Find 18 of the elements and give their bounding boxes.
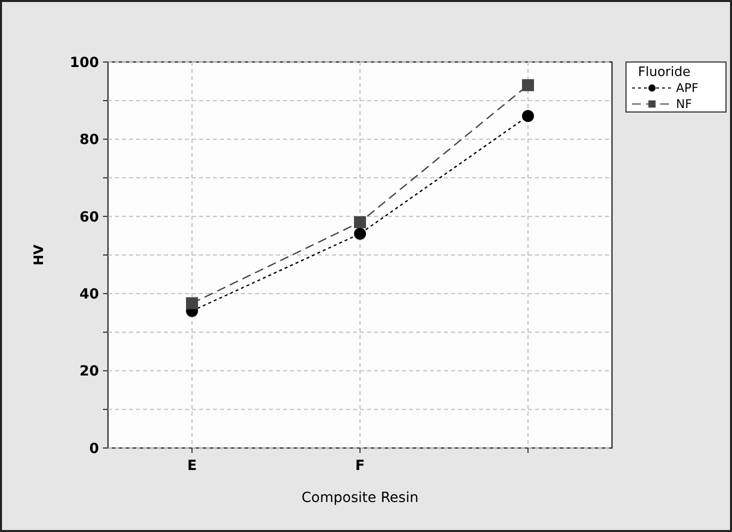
legend-label: APF [676,81,698,96]
point [522,79,534,92]
y-tick-label: 0 [89,440,100,457]
x-axis-title: Composite Resin [302,490,418,506]
x-tick-label: E [187,458,197,474]
y-axis-title: HV [32,244,47,266]
legend-title: Fluoride [638,65,690,80]
x-tick-label: F [355,458,365,474]
y-tick-label: 100 [70,54,100,71]
legend-label: NF [676,97,692,112]
y-tick-label: 20 [80,364,100,380]
point [186,297,198,310]
y-tick-label: 40 [80,286,100,302]
y-tick-label: 60 [80,209,100,226]
point [354,216,366,228]
point [354,228,366,240]
point [522,110,534,122]
y-tick-label: 80 [80,132,100,148]
